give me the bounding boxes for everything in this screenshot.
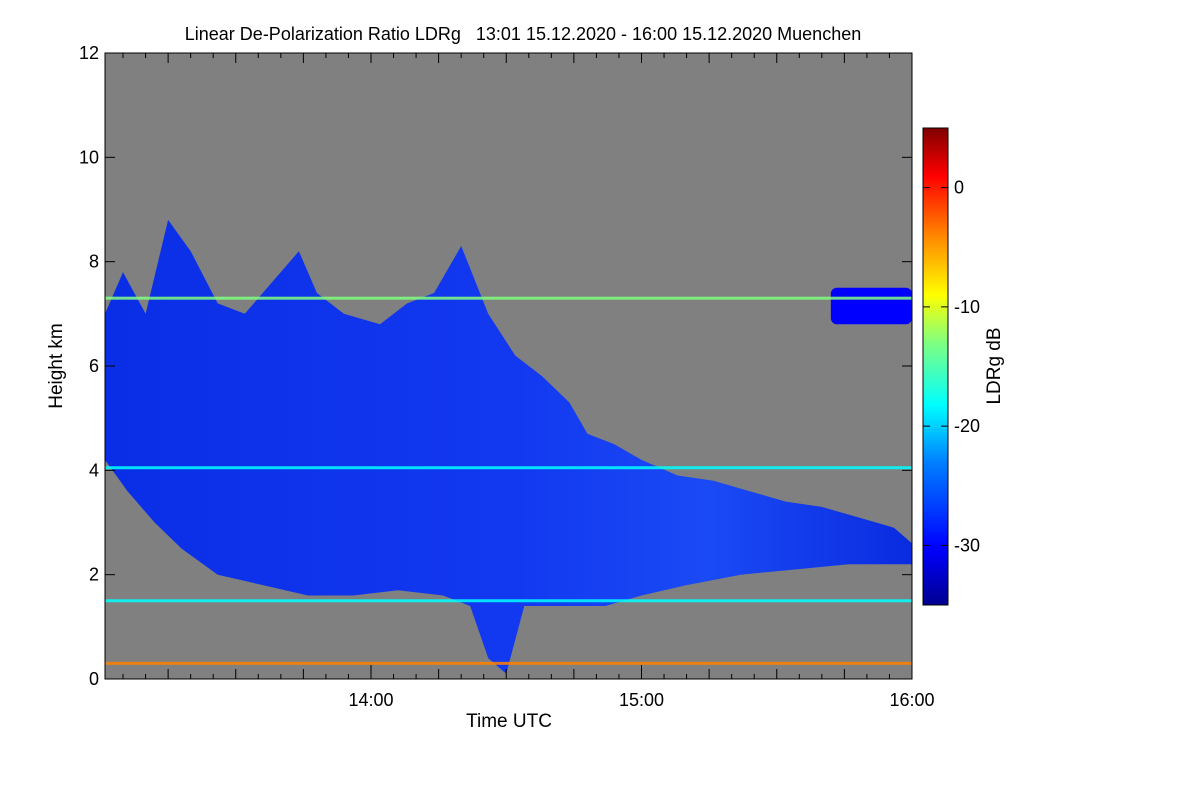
x-tick-label: 15:00 [619,690,664,710]
cloud-region [105,219,912,674]
y-axis: 0 2 4 6 8 10 12 [79,43,912,689]
colorbar [922,127,949,606]
depolarization-layer [105,296,912,300]
x-tick-label: 16:00 [889,690,934,710]
cloud-layer [105,219,912,674]
y-axis-label: Height km [46,323,67,409]
y-tick-label: 12 [79,43,99,63]
colorbar-ticks: 0 -10 -20 -30 [923,178,980,555]
x-axis: 14:00 15:00 16:00 [122,53,935,710]
colorbar-tick-label: -10 [954,297,980,317]
depolarization-layer [105,661,912,665]
x-axis-label: Time UTC [466,711,552,732]
colorbar-tick-label: 0 [954,178,964,198]
y-tick-label: 4 [89,460,99,480]
depolarization-layer [105,599,912,603]
y-tick-label: 10 [79,147,99,167]
colorbar-label: LDRg dB [984,327,1005,404]
y-tick-label: 2 [89,565,99,585]
y-tick-label: 0 [89,669,99,689]
y-tick-label: 8 [89,252,99,272]
x-tick-label: 14:00 [348,690,393,710]
depolarization-layer [105,466,912,470]
colorbar-tick-label: -30 [954,535,980,555]
cloud-region [830,287,912,325]
y-tick-label: 6 [89,356,99,376]
chart-title: Linear De-Polarization Ratio LDRg 13:01 … [185,24,861,44]
colorbar-tick-label: -20 [954,416,980,436]
